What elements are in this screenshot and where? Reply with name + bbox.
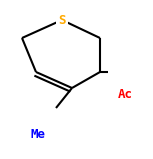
Text: S: S xyxy=(58,14,66,27)
Text: Ac: Ac xyxy=(118,89,133,101)
Text: Me: Me xyxy=(30,128,45,141)
